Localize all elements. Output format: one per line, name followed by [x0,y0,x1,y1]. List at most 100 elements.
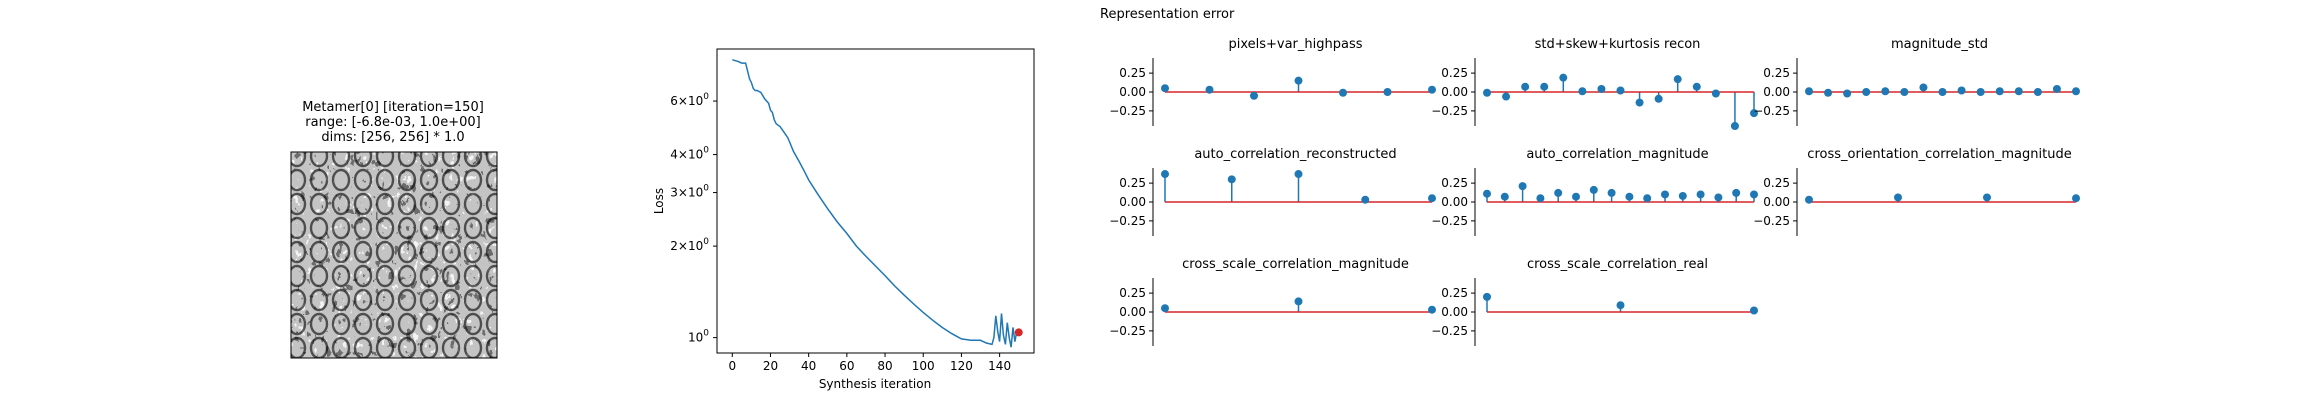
stem-marker [1227,175,1236,184]
stem-marker [1250,91,1258,100]
loss-ylabel: Loss [652,188,666,214]
stem-panel: cross_orientation_correlation_magnitude 0… [1753,147,2080,236]
stem-marker [1483,189,1491,198]
stem-marker [1554,188,1563,197]
stem-marker [1919,83,1928,92]
stem-panel: std+skew+kurtosis recon 0.25 0.00 −0.25 [1431,37,1758,130]
loss-line [732,59,1020,348]
stem-marker [1536,194,1545,203]
loss-xtick-label: 100 [912,359,935,373]
stem-marker [1383,88,1392,96]
stem-marker [1643,194,1652,203]
stem-marker [1900,88,1909,96]
stem-marker [1983,193,1991,202]
stem-marker [1589,185,1598,194]
stem-ytick-label: −0.25 [1431,324,1468,338]
stem-panel: cross_scale_correlation_magnitude 0.25 0.0… [1109,257,1436,346]
stem-ytick-label: −0.25 [1109,324,1146,338]
stem-ytick-label: 0.00 [1441,195,1468,209]
stem-panel-title: pixels+var_highpass [1228,37,1362,52]
stem-marker [1294,297,1303,306]
stem-marker [1805,87,1813,96]
stem-ytick-label: −0.25 [1431,104,1468,118]
stem-panel: cross_scale_correlation_real 0.25 0.00 −0.2… [1431,257,1758,346]
stem-marker [1428,305,1436,314]
loss-current-marker [1014,328,1023,337]
stem-ytick-label: −0.25 [1109,214,1146,228]
stem-marker [1824,88,1833,97]
loss-xtick-label: 0 [728,359,736,373]
stem-marker [1692,82,1701,91]
stem-marker [1696,190,1705,199]
loss-ticks: 0 20 40 60 80 100 120 140 100 2×100 3×100 4×100 6×10… [670,92,1011,373]
stem-marker [1654,94,1663,103]
stem-panel-title: auto_correlation_reconstructed [1194,147,1396,162]
loss-xtick-label: 60 [839,359,854,373]
stem-ytick-label: −0.25 [1431,214,1468,228]
loss-ytick-label: 6×100 [670,92,709,108]
stem-ytick-label: 0.00 [1119,305,1146,319]
stem-ytick-label: −0.25 [1109,104,1146,118]
stem-panel-title: magnitude_std [1891,37,1988,52]
stem-marker [1750,306,1758,315]
stem-marker [1732,188,1741,197]
stem-ytick-label: 0.00 [1441,85,1468,99]
stem-marker [1995,87,2004,96]
stem-marker [1578,87,1587,96]
stem-marker [1750,190,1758,199]
stem-marker [1673,75,1682,84]
stem-marker [1540,82,1549,91]
stem-marker [1711,89,1720,98]
stem-marker [1483,292,1491,301]
loss-xtick-label: 80 [877,359,892,373]
stem-marker [2033,88,2042,96]
loss-xtick-label: 140 [988,359,1011,373]
stem-panel: magnitude_std 0.25 0.00 −0.25 [1753,37,2080,126]
stem-marker [1518,182,1527,191]
stem-ytick-label: 0.00 [1441,305,1468,319]
stem-marker [1428,194,1436,203]
stem-ytick-label: 0.25 [1763,66,1790,80]
stem-marker [1957,86,1966,95]
stem-marker [1339,88,1347,97]
metamer-title-line-2: range: [-6.8e-03, 1.0e+00] [305,115,480,130]
stem-ytick-label: −0.25 [1753,214,1790,228]
stem-marker [1161,170,1169,179]
stem-marker [1714,193,1723,202]
stem-marker [1635,98,1644,107]
stem-marker [2072,194,2080,203]
stem-marker [1521,82,1530,91]
stem-marker [1607,188,1616,197]
stem-ytick-label: 0.00 [1119,85,1146,99]
stem-ytick-label: 0.25 [1441,286,1468,300]
representation-error-title: Representation error [1100,7,1235,22]
loss-xtick-label: 20 [763,359,778,373]
metamer-title-line-1: Metamer[0] [iteration=150] [302,100,484,115]
stem-marker [1361,195,1370,204]
stem-marker [1294,170,1303,179]
stem-marker [2072,87,2080,96]
stem-marker [1483,88,1491,97]
stem-marker [1625,192,1634,201]
stem-marker [1161,84,1169,93]
loss-xtick-label: 120 [950,359,973,373]
loss-ytick-label: 2×100 [670,237,709,253]
stem-marker [1616,301,1625,310]
stem-ytick-label: 0.25 [1119,286,1146,300]
stem-marker [1428,85,1436,94]
stem-marker [1750,109,1758,118]
loss-xtick-label: 40 [801,359,816,373]
loss-plot: 0 20 40 60 80 100 120 140 100 2×100 3×100 4×100 6×10… [652,48,1035,391]
stem-ytick-label: 0.00 [1763,195,1790,209]
stem-marker [1597,84,1606,93]
stem-panel-title: std+skew+kurtosis recon [1535,37,1701,52]
stem-marker [1894,193,1902,202]
stem-marker [1881,87,1890,96]
metamer-image [290,151,498,359]
stem-ytick-label: 0.25 [1119,176,1146,190]
stem-panel-title: cross_scale_correlation_real [1527,257,1708,272]
stem-panel-title: auto_correlation_magnitude [1526,147,1708,162]
stem-marker [1502,92,1511,101]
stem-ytick-label: 0.00 [1119,195,1146,209]
stem-ytick-label: 0.25 [1441,66,1468,80]
